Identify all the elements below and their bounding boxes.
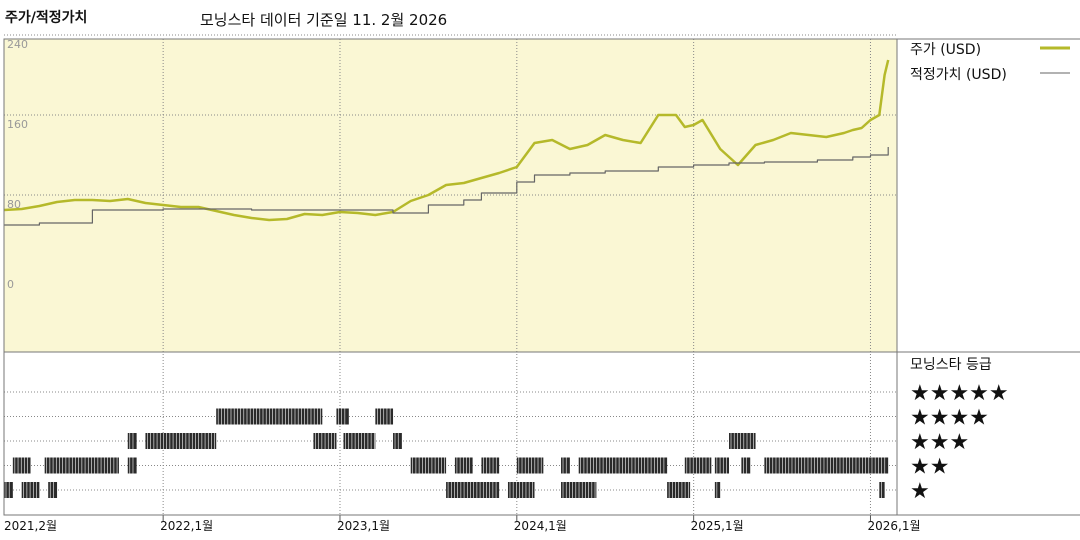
data-date-label: 모닝스타 데이터 기준일 11. 2월 2026 (200, 11, 448, 29)
rating-legend-3-stars: ★★★ (910, 430, 969, 455)
chart-title-left: 주가/적정가치 (5, 10, 88, 26)
y-tick-labels: 240 160 80 0 (7, 38, 28, 291)
rating-mark-bar-22 (4, 482, 13, 498)
rating-mark-bar-27 (561, 482, 597, 498)
rating-mark-16 (561, 457, 570, 474)
rating-legend-2-stars: ★★ (910, 455, 949, 480)
rating-mark-1 (336, 408, 349, 425)
rating-mark-30 (879, 482, 885, 498)
rating-mark-10 (44, 457, 119, 474)
legend-fairvalue-label: 적정가치 (USD) (910, 67, 1007, 83)
rating-legend-5-stars: ★★★★★ (910, 381, 1009, 406)
x-tick-label-5: 2026,1월 (867, 519, 920, 533)
rating-mark-9 (12, 457, 31, 474)
rating-mark-bar-14 (481, 457, 500, 474)
rating-mark-19 (714, 457, 730, 474)
y-tick-label-1: 160 (7, 118, 28, 131)
rating-mark-13 (454, 457, 473, 474)
rating-mark-24 (48, 482, 58, 498)
rating-mark-28 (667, 482, 691, 498)
rating-mark-bar-6 (343, 433, 376, 449)
rating-mark-bar-7 (393, 433, 402, 449)
rating-mark-bar-24 (48, 482, 58, 498)
rating-mark-bar-30 (879, 482, 885, 498)
rating-mark-bar-12 (410, 457, 447, 474)
rating-mark-bar-17 (578, 457, 668, 474)
rating-legend: ★★★★★★★★★★★★★★★ (910, 381, 1009, 504)
rating-legend-1-stars: ★ (910, 479, 930, 504)
y-tick-label-3: 0 (7, 278, 14, 291)
rating-mark-bar-25 (446, 482, 500, 498)
legend-price-label: 주가 (USD) (910, 42, 981, 58)
rating-mark-bar-2 (375, 408, 394, 425)
rating-mark-23 (21, 482, 40, 498)
series-lines (3, 59, 890, 226)
x-tick-label-3: 2024,1월 (514, 519, 567, 533)
rating-mark-bar-21 (764, 457, 889, 474)
fair-value-line (4, 147, 889, 226)
rating-mark-21 (764, 457, 889, 474)
rating-mark-bar-1 (336, 408, 349, 425)
x-tick-label-0: 2021,2월 (4, 519, 57, 533)
rating-mark-bar-15 (516, 457, 544, 474)
y-tick-label-0: 240 (7, 38, 28, 51)
x-tick-label-4: 2025,1월 (691, 519, 744, 533)
rating-mark-26 (507, 482, 535, 498)
rating-mark-7 (393, 433, 402, 449)
rating-mark-18 (684, 457, 712, 474)
rating-mark-bar-13 (454, 457, 473, 474)
rating-mark-bar-23 (21, 482, 40, 498)
rating-panel-title: 모닝스타 등급 (910, 357, 992, 373)
rating-mark-bar-29 (714, 482, 721, 498)
rating-mark-6 (343, 433, 376, 449)
rating-mark-bar-26 (507, 482, 535, 498)
rating-mark-bar-11 (127, 457, 137, 474)
rating-mark-29 (714, 482, 721, 498)
rating-mark-11 (127, 457, 137, 474)
rating-mark-0 (216, 408, 323, 425)
rating-mark-17 (578, 457, 668, 474)
rating-mark-22 (4, 482, 13, 498)
rating-mark-5 (313, 433, 337, 449)
rating-mark-14 (481, 457, 500, 474)
rating-mark-3 (127, 433, 137, 449)
rating-mark-bar-20 (741, 457, 751, 474)
rating-mark-bar-8 (729, 433, 756, 449)
x-tick-labels: 2021,2월 2022,1월 2023,1월 2024,1월 2025,1월 2026,… (4, 519, 921, 533)
rating-mark-bar-18 (684, 457, 712, 474)
rating-mark-bar-9 (12, 457, 31, 474)
rating-mark-bar-4 (145, 433, 217, 449)
price-line (3, 59, 890, 222)
rating-mark-8 (729, 433, 756, 449)
rating-mark-4 (145, 433, 217, 449)
rating-mark-bar-19 (714, 457, 730, 474)
rating-legend-4-stars: ★★★★ (910, 406, 989, 431)
rating-mark-bar-16 (561, 457, 570, 474)
x-tick-label-1: 2022,1월 (160, 519, 213, 533)
rating-mark-27 (561, 482, 597, 498)
rating-mark-bar-3 (127, 433, 137, 449)
rating-mark-20 (741, 457, 751, 474)
rating-mark-12 (410, 457, 447, 474)
rating-mark-2 (375, 408, 394, 425)
rating-mark-15 (516, 457, 544, 474)
x-tick-label-2: 2023,1월 (337, 519, 390, 533)
legend: 주가 (USD) 적정가치 (USD) (910, 42, 1070, 83)
y-tick-label-2: 80 (7, 198, 21, 211)
rating-mark-25 (446, 482, 500, 498)
rating-marks (4, 408, 889, 498)
